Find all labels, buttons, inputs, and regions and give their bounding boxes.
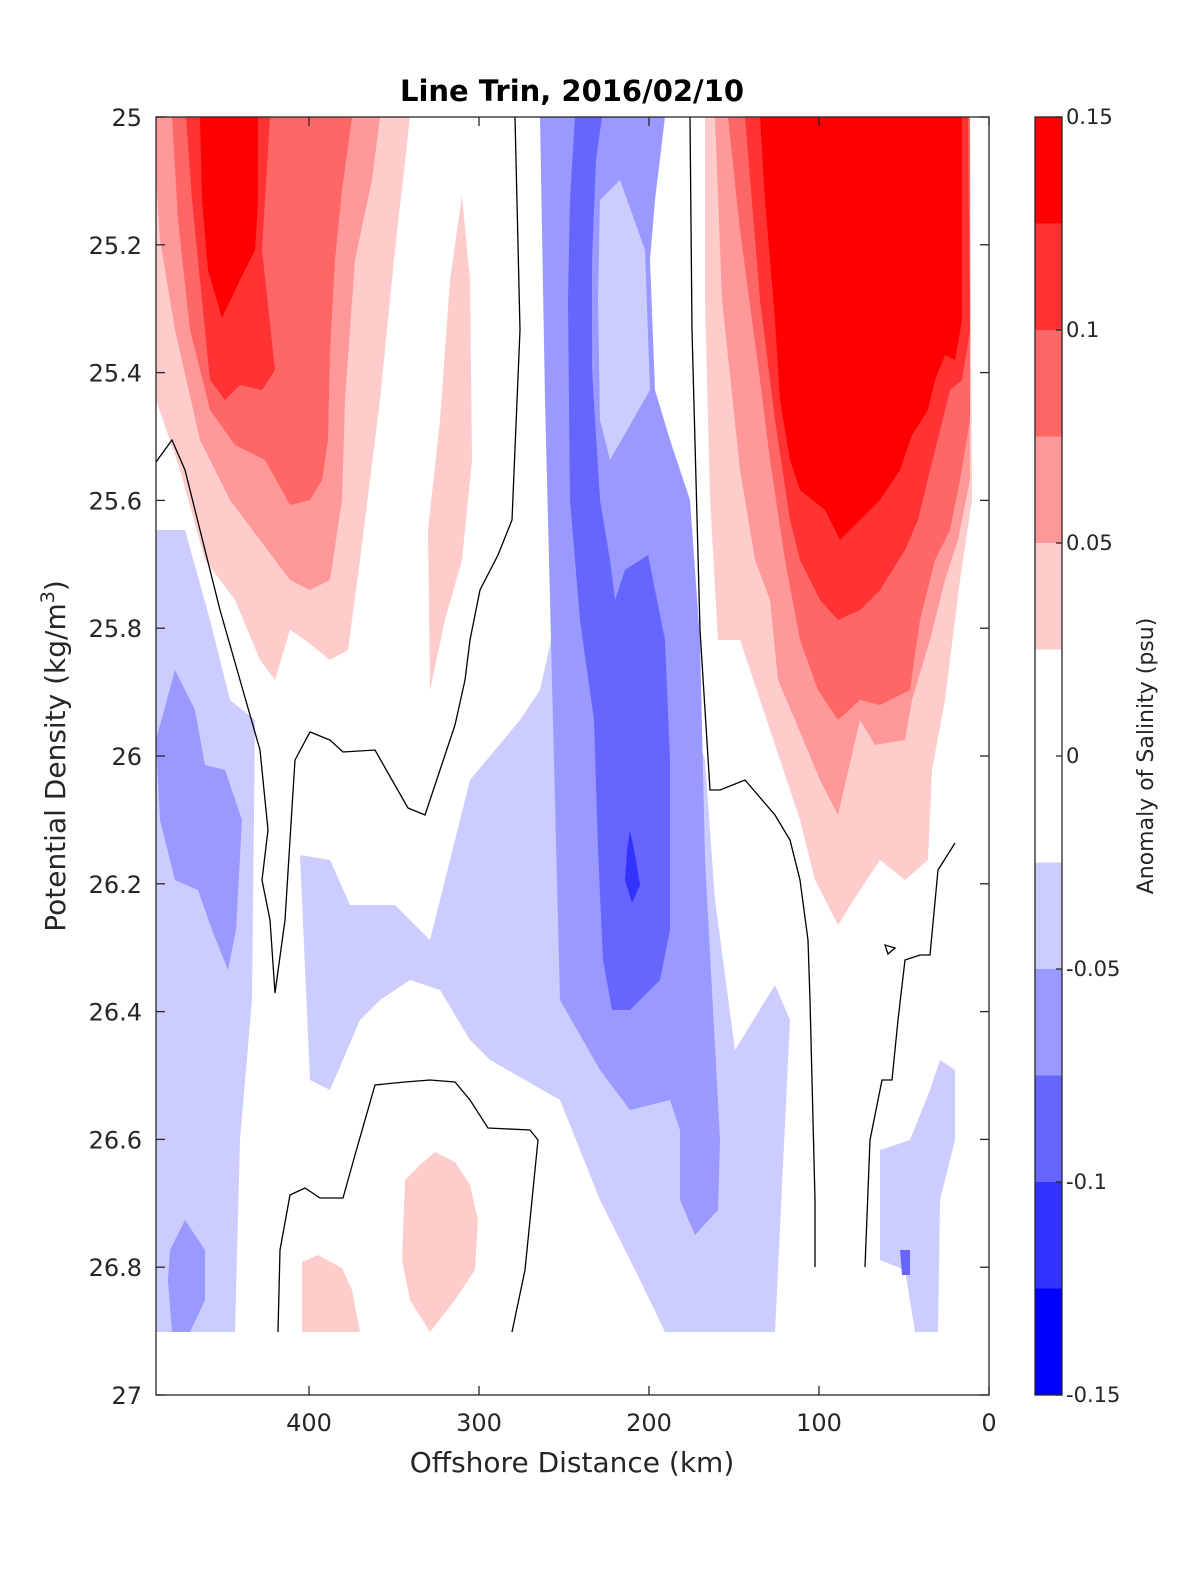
colorbar-swatch: [1035, 117, 1062, 224]
colorbar-swatch: [1035, 1182, 1062, 1289]
region-pos-deep-patch-2: [302, 1255, 360, 1332]
y-tick-label: 26.6: [89, 1126, 142, 1154]
x-tick-label: 300: [456, 1409, 502, 1437]
x-tick-label: 200: [626, 1409, 672, 1437]
colorbar: 0.15 0.1 0.05 0 -0.05 -0.1 -0.15: [1034, 105, 1120, 1407]
chart-title: Line Trin, 2016/02/10: [400, 74, 744, 108]
x-tick-label: 400: [286, 1409, 332, 1437]
colorbar-swatch: [1035, 969, 1062, 1076]
y-tick-label: 27: [111, 1382, 142, 1410]
region-pos-offshore-core: [200, 117, 258, 318]
y-axis: 25 25.2 25.4 25.6 25.8 26 26.2 26.4 26.6 26.8 27: [89, 104, 989, 1410]
y-tick-label: 25.4: [89, 360, 142, 388]
colorbar-tick-label: -0.1: [1066, 1170, 1107, 1194]
colorbar-swatch: [1035, 330, 1062, 437]
y-tick-label: 26: [111, 743, 142, 771]
colorbar-tick-label: 0.1: [1066, 318, 1099, 342]
region-neg-deep-nearshore: [880, 1060, 955, 1332]
y-tick-label: 25.6: [89, 487, 142, 515]
colorbar-tick-label: 0.05: [1066, 531, 1113, 555]
colorbar-swatch: [1035, 1288, 1062, 1395]
y-axis-label-main: Potential Density (kg/m: [39, 603, 72, 932]
region-neg-deep-pocket: [168, 1220, 205, 1332]
region-pos-thin-tongue: [428, 195, 472, 690]
zero-contour-small-loop: [883, 944, 897, 956]
zero-contour-mid: [689, 117, 816, 1267]
y-tick-label: 26.2: [89, 871, 142, 899]
y-tick-label: 25.2: [89, 232, 142, 260]
contour-field: [156, 117, 972, 1333]
region-neg-core: [625, 830, 640, 903]
y-tick-label: 26.4: [89, 999, 142, 1027]
x-axis: 400 300 200 100 0: [286, 117, 997, 1437]
colorbar-label: Anomaly of Salinity (psu): [1134, 618, 1159, 895]
y-tick-label: 25: [111, 104, 142, 132]
y-axis-label: Potential Density (kg/m3): [37, 580, 72, 932]
colorbar-tick-label: -0.15: [1066, 1383, 1120, 1407]
colorbar-tick-label: -0.05: [1066, 957, 1120, 981]
colorbar-swatch: [1035, 436, 1062, 543]
zero-contour-deep: [277, 1079, 539, 1333]
region-pos-deep-patch: [402, 1152, 478, 1332]
colorbar-swatch: [1035, 543, 1062, 650]
colorbar-swatch: [1035, 223, 1062, 330]
y-axis-label-superscript: 3: [37, 591, 59, 603]
colorbar-tick-label: 0: [1066, 744, 1079, 768]
x-tick-label: 0: [981, 1409, 996, 1437]
region-pos-nearshore-core: [760, 117, 962, 540]
region-neg-offshore-pocket: [156, 670, 242, 970]
y-tick-label: 26.8: [89, 1254, 142, 1282]
zero-contour-nearshore: [864, 842, 956, 1268]
colorbar-swatch: [1035, 862, 1062, 969]
x-axis-label: Offshore Distance (km): [410, 1446, 735, 1479]
y-axis-label-close: ): [39, 580, 72, 591]
colorbar-swatch: [1035, 1075, 1062, 1182]
region-neg-strong: [568, 117, 670, 1010]
x-tick-label: 100: [796, 1409, 842, 1437]
colorbar-tick-label: 0.15: [1066, 105, 1113, 129]
region-light-blue-upper: [598, 180, 650, 460]
zero-contour-offshore: [156, 117, 521, 994]
y-tick-label: 25.8: [89, 615, 142, 643]
region-neg-strong-deep-dot: [900, 1250, 910, 1275]
